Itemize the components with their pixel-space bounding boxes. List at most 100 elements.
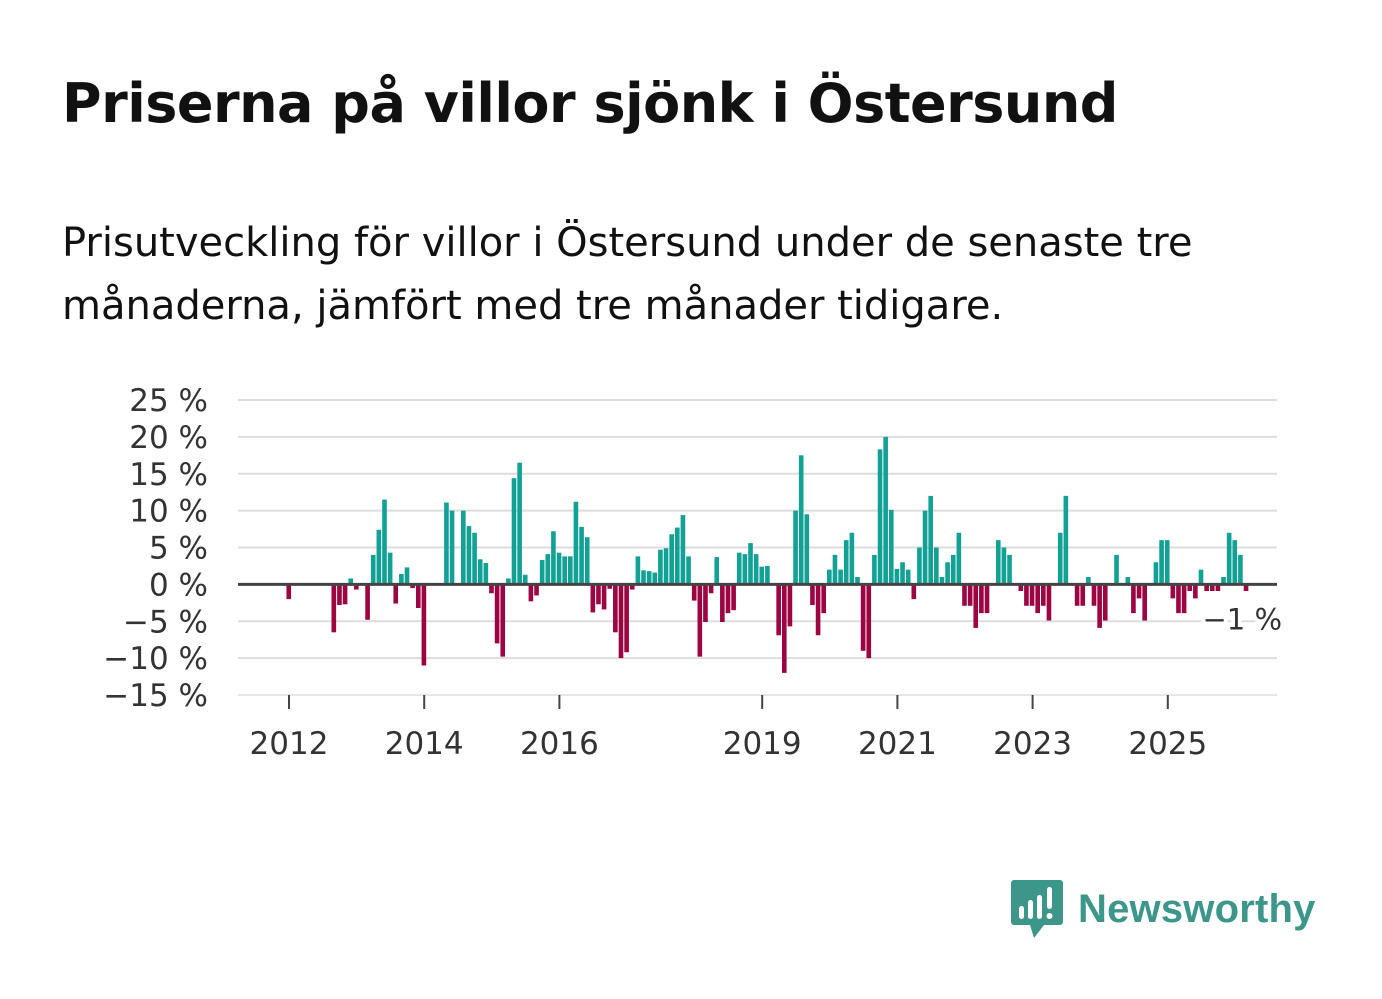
- bar: [489, 584, 494, 594]
- bar: [539, 560, 545, 585]
- bar: [1018, 584, 1024, 592]
- newsworthy-logo-icon: [1011, 880, 1063, 938]
- bar: [663, 548, 669, 585]
- bar: [1007, 554, 1012, 585]
- bar: [522, 574, 528, 585]
- bar: [410, 584, 415, 589]
- bar: [286, 584, 292, 600]
- bar: [1170, 584, 1176, 599]
- bar: [905, 569, 911, 585]
- bar: [607, 584, 613, 589]
- bar: [787, 584, 793, 627]
- y-tick-label: −15 %: [103, 678, 208, 714]
- bar: [1041, 584, 1046, 606]
- bar: [686, 556, 691, 585]
- bar: [376, 529, 382, 585]
- y-tick-label: 20 %: [129, 420, 208, 456]
- bar: [827, 569, 832, 585]
- bar: [962, 584, 967, 606]
- x-tick-label: 2014: [385, 726, 464, 762]
- bar: [1035, 584, 1040, 614]
- bar: [534, 584, 539, 596]
- bar: [506, 578, 511, 585]
- bar: [669, 534, 674, 585]
- bar: [584, 537, 590, 585]
- bar: [624, 584, 629, 653]
- bar: [613, 584, 618, 633]
- chart-subtitle: Prisutveckling för villor i Östersund un…: [62, 220, 1193, 329]
- bar: [697, 584, 703, 657]
- bar: [415, 584, 421, 608]
- bar: [703, 584, 708, 622]
- bar: [1097, 584, 1102, 628]
- bar: [551, 531, 556, 585]
- bar: [798, 455, 804, 585]
- bar: [1024, 584, 1029, 606]
- bar: [596, 584, 601, 605]
- bar: [860, 584, 866, 651]
- bar: [635, 556, 641, 585]
- y-tick-label: −10 %: [103, 641, 208, 677]
- bar: [511, 478, 517, 585]
- bar: [776, 584, 781, 636]
- bar: [674, 527, 680, 585]
- bar: [1102, 584, 1108, 621]
- bar: [843, 540, 849, 585]
- bar: [562, 556, 567, 585]
- bar: [1238, 554, 1243, 585]
- bar: [1181, 584, 1187, 614]
- bar: [911, 584, 917, 600]
- bar: [1057, 532, 1063, 585]
- bar: [573, 501, 579, 585]
- y-tick-label: −5 %: [123, 604, 208, 640]
- bar: [765, 565, 770, 585]
- x-tick-label: 2012: [250, 726, 329, 762]
- y-tick-label: 10 %: [129, 494, 208, 530]
- bar: [1131, 584, 1136, 614]
- bar: [477, 559, 483, 585]
- bar: [731, 584, 736, 611]
- bar: [815, 584, 821, 636]
- bar: [1204, 584, 1209, 592]
- bar: [1164, 540, 1170, 585]
- bar: [1187, 584, 1193, 592]
- bar: [618, 584, 624, 659]
- bar: [950, 554, 956, 585]
- bar: [883, 436, 888, 585]
- x-axis-ticks: 2012 2014 2016 2019 2021 2023 2025: [250, 695, 1207, 762]
- bar: [973, 584, 979, 628]
- bar: [556, 552, 562, 585]
- bar: [934, 547, 939, 585]
- bar: [838, 569, 843, 585]
- bar: [736, 552, 742, 585]
- chart-title: Priserna på villor sjönk i Östersund: [62, 72, 1118, 135]
- bar: [387, 552, 393, 585]
- bar: [759, 566, 765, 585]
- bar: [641, 570, 646, 585]
- bar: [382, 499, 387, 585]
- bar: [399, 574, 404, 585]
- bar: [365, 584, 370, 620]
- bar: [646, 571, 652, 585]
- brand-name: Newsworthy: [1078, 886, 1316, 931]
- bar: [1159, 540, 1164, 585]
- bar: [1176, 584, 1181, 614]
- bar: [629, 584, 635, 590]
- bar: [348, 578, 354, 585]
- bar: [590, 584, 596, 613]
- bar: [652, 572, 658, 585]
- bar: [984, 584, 990, 614]
- bar: [337, 584, 342, 606]
- bar-chart: 25 %20 %15 %10 %5 %0 %−5 %−10 %−15 % 201…: [103, 383, 1286, 762]
- bar: [810, 584, 815, 606]
- bar: [444, 502, 449, 585]
- bar: [1136, 584, 1142, 599]
- bar: [568, 556, 573, 585]
- x-tick-label: 2023: [993, 726, 1072, 762]
- bar: [725, 584, 731, 614]
- bar: [528, 584, 534, 602]
- bar: [421, 584, 427, 666]
- bar: [517, 462, 522, 585]
- bar: [781, 584, 787, 673]
- bar: [855, 577, 860, 585]
